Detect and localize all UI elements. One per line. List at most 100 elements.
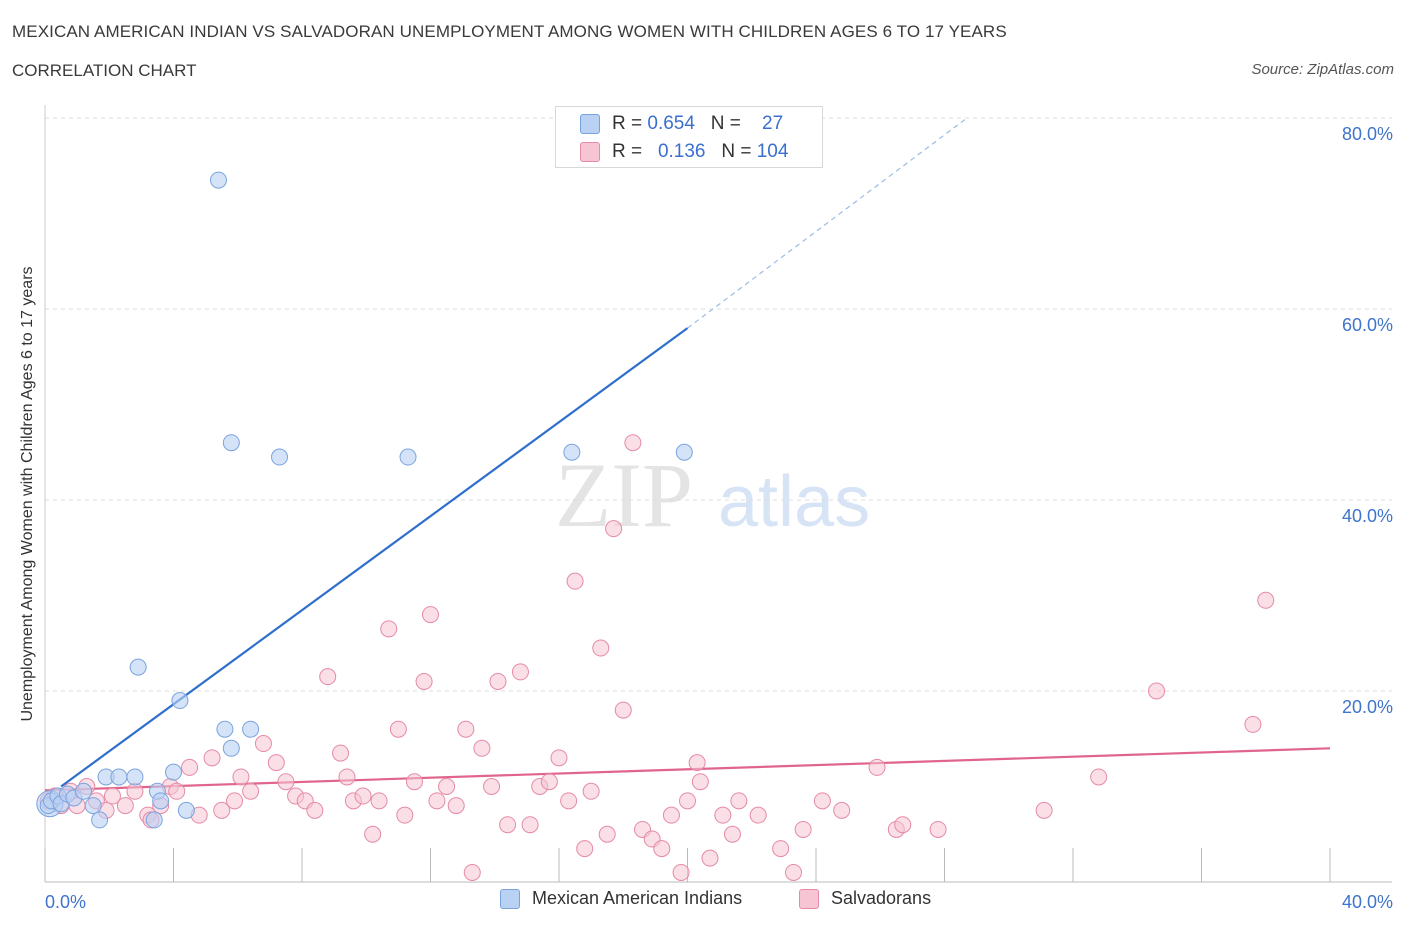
data-point-salvadorans	[499, 816, 517, 834]
data-point-salvadorans	[483, 778, 501, 795]
data-point-salvadorans	[370, 792, 388, 810]
data-point-mexican-american-indians	[145, 811, 163, 829]
data-point-salvadorans	[894, 816, 912, 834]
data-point-salvadorans	[181, 758, 199, 776]
data-point-salvadorans	[1148, 682, 1166, 700]
data-point-salvadorans	[405, 773, 423, 791]
data-point-salvadorans	[691, 773, 709, 791]
data-point-salvadorans	[813, 792, 831, 810]
data-point-mexican-american-indians	[222, 739, 240, 757]
legend-label: Mexican American Indians	[532, 888, 743, 908]
series-legend: Mexican American Indians Salvadorans	[0, 888, 1406, 916]
y-tick-label: 40.0%	[1342, 506, 1393, 526]
data-point-mexican-american-indians	[165, 763, 182, 781]
y-tick-label: 80.0%	[1342, 124, 1393, 144]
trend-line-extension	[687, 117, 968, 329]
data-point-salvadorans	[232, 768, 250, 786]
data-point-salvadorans	[332, 744, 350, 762]
data-point-salvadorans	[624, 434, 642, 452]
data-point-salvadorans	[560, 792, 578, 810]
chart-subtitle: CORRELATION CHART	[12, 61, 197, 80]
r-label: R =	[612, 141, 643, 162]
data-point-mexican-american-indians	[110, 768, 128, 786]
data-point-salvadorans	[688, 754, 706, 772]
data-point-salvadorans	[929, 820, 947, 838]
data-point-salvadorans	[103, 787, 121, 805]
data-point-mexican-american-indians	[129, 658, 147, 676]
stats-row-mexican-american-indians: R = 0.654 N = 27	[580, 112, 783, 136]
pink-swatch	[580, 142, 600, 162]
data-point-salvadorans	[422, 606, 439, 624]
data-point-salvadorans	[576, 840, 594, 858]
data-point-mexican-american-indians	[242, 720, 260, 738]
y-axis-label: Unemployment Among Women with Children A…	[19, 266, 36, 722]
data-point-salvadorans	[380, 620, 398, 638]
legend-label: Salvadorans	[831, 888, 932, 908]
data-point-salvadorans	[614, 701, 632, 719]
trend-lines	[44, 117, 1331, 792]
data-point-salvadorans	[701, 849, 719, 867]
data-point-mexican-american-indians	[84, 797, 102, 815]
data-point-mexican-american-indians	[177, 801, 195, 819]
data-point-salvadorans	[1090, 768, 1108, 786]
tick-labels: 20.0% 40.0% 60.0% 80.0% 0.0% 40.0%	[45, 124, 1393, 912]
data-point-salvadorans	[1035, 801, 1053, 819]
data-point-salvadorans	[772, 840, 790, 858]
data-point-salvadorans	[168, 782, 186, 800]
data-point-salvadorans	[226, 792, 244, 810]
n-value: 27	[762, 113, 784, 134]
grid	[45, 117, 1392, 692]
data-point-salvadorans	[1244, 715, 1262, 733]
data-point-salvadorans	[723, 825, 741, 843]
data-point-salvadorans	[566, 572, 584, 590]
data-point-mexican-american-indians	[675, 443, 693, 461]
data-point-salvadorans	[794, 820, 812, 838]
data-point-salvadorans	[730, 792, 748, 810]
data-point-salvadorans	[389, 720, 407, 738]
stats-row-salvadorans: R = 0.136 N = 104	[580, 140, 788, 164]
stats-legend: R = 0.654 N = 27 R = 0.136 N = 104	[555, 106, 823, 168]
data-point-mexican-american-indians	[563, 443, 581, 461]
trend-line-mexican-american-indians	[60, 327, 689, 788]
data-point-salvadorans	[598, 825, 616, 843]
data-point-salvadorans	[489, 672, 507, 690]
data-point-salvadorans	[438, 778, 456, 795]
r-value: 0.654	[647, 113, 695, 134]
data-point-salvadorans	[463, 863, 481, 881]
n-label: N =	[721, 141, 752, 162]
data-point-salvadorans	[868, 758, 886, 776]
data-point-salvadorans	[396, 806, 414, 824]
y-tick-label: 60.0%	[1342, 315, 1393, 335]
watermark-atlas: atlas	[718, 462, 870, 542]
data-point-salvadorans	[203, 749, 221, 767]
data-point-salvadorans	[354, 787, 372, 805]
data-point-salvadorans	[267, 754, 285, 772]
data-point-salvadorans	[679, 792, 696, 810]
data-points	[36, 171, 1275, 881]
watermark-zip: ZIP	[555, 444, 693, 546]
chart-title: MEXICAN AMERICAN INDIAN VS SALVADORAN UN…	[12, 22, 1007, 41]
data-point-salvadorans	[306, 801, 324, 819]
data-point-mexican-american-indians	[126, 768, 144, 786]
data-point-salvadorans	[672, 863, 690, 881]
n-label: N =	[710, 113, 741, 134]
trend-line-salvadorans	[44, 747, 1331, 792]
data-point-salvadorans	[319, 668, 337, 686]
data-point-salvadorans	[338, 768, 356, 786]
data-point-salvadorans	[653, 840, 671, 858]
data-point-salvadorans	[473, 739, 491, 757]
blue-swatch	[580, 114, 600, 134]
data-point-mexican-american-indians	[91, 811, 109, 829]
source-label: Source: ZipAtlas.com	[1251, 61, 1394, 78]
legend-item-mexican-american-indians: Mexican American Indians	[500, 888, 742, 909]
data-point-salvadorans	[254, 735, 272, 753]
x-tick-label: 0.0%	[45, 892, 86, 912]
data-point-salvadorans	[605, 520, 623, 538]
blue-swatch	[500, 888, 520, 909]
y-tick-label: 20.0%	[1342, 697, 1393, 717]
data-point-mexican-american-indians	[209, 171, 227, 189]
data-point-salvadorans	[833, 801, 851, 819]
r-label: R =	[612, 113, 643, 134]
data-point-salvadorans	[126, 782, 144, 800]
